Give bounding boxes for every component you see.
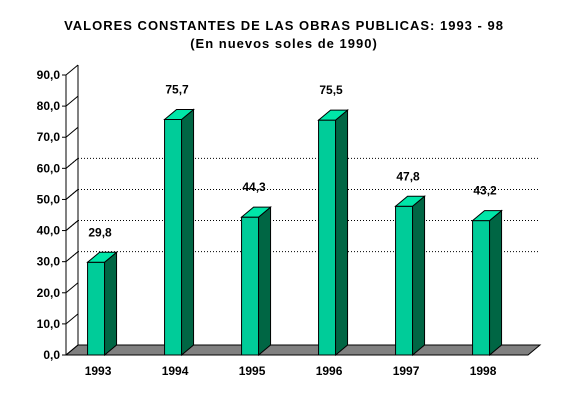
gridlines	[65, 65, 540, 345]
bar-top	[394, 195, 426, 207]
bar-side	[335, 109, 349, 357]
chart-title: VALORES CONSTANTES DE LAS OBRAS PUBLICAS…	[64, 18, 504, 33]
data-label: 75,7	[165, 82, 189, 96]
y-tick-diagonal	[65, 126, 79, 138]
bar-top	[317, 109, 349, 121]
bar-side	[181, 108, 195, 357]
x-tick-label: 1997	[393, 364, 420, 378]
floor	[64, 344, 542, 356]
y-tick-label: 70,0	[37, 130, 61, 144]
bar-1993	[86, 251, 118, 357]
bar-front	[318, 119, 337, 356]
x-tick-label: 1993	[85, 364, 112, 378]
y-tick-label: 90,0	[37, 68, 61, 82]
bar-front	[472, 220, 491, 356]
bar-1998	[471, 209, 503, 357]
data-label: 44,3	[242, 180, 266, 194]
y-tick-label: 30,0	[37, 255, 61, 269]
y-tick-diagonal	[65, 220, 79, 231]
x-tick-label: 1995	[239, 364, 266, 378]
data-label: 75,5	[319, 83, 343, 97]
y-tick-diagonal	[65, 344, 79, 356]
y-tick-diagonal	[65, 64, 79, 76]
bar-top	[86, 251, 118, 263]
bar-side	[489, 209, 503, 357]
x-tick-label: 1996	[316, 364, 343, 378]
y-tick-label: 50,0	[37, 192, 61, 206]
bar-top	[163, 108, 195, 120]
y-tick-label: 60,0	[37, 161, 61, 175]
bar-side	[104, 251, 118, 357]
data-label: 43,2	[473, 184, 497, 198]
y-tick-label: 40,0	[37, 224, 61, 238]
bars	[86, 108, 503, 357]
bar-1997	[394, 195, 426, 357]
bar-front	[164, 118, 183, 356]
y-tick-label: 20,0	[37, 286, 61, 300]
chart-floor	[64, 344, 542, 356]
data-label: 47,8	[396, 169, 420, 183]
bar-1995	[240, 206, 272, 357]
x-axis-ticks: 1993 1994 1995 1996 1997 1998	[85, 364, 497, 378]
bar-side	[412, 195, 426, 357]
x-tick-label: 1998	[470, 364, 497, 378]
y-tick-diagonal	[65, 189, 79, 200]
data-labels: 29,8 75,7 44,3 75,5 47,8 43,2	[88, 82, 497, 239]
bar-front	[87, 261, 106, 356]
y-tick-label: 80,0	[37, 99, 61, 113]
y-axis: 0,0 10,0 20,0 30,0 40,0 50,0 60,0 70,0 80,0 90,0	[37, 64, 79, 362]
data-label: 29,8	[88, 225, 112, 239]
y-tick-diagonal	[65, 282, 79, 294]
y-tick-label: 0,0	[43, 348, 60, 362]
y-tick-diagonal	[65, 157, 79, 169]
y-tick-label: 10,0	[37, 317, 61, 331]
bar-front	[395, 205, 414, 356]
bar-1994	[163, 108, 195, 357]
bar-1996	[317, 109, 349, 357]
bar-side	[258, 206, 272, 357]
y-tick-diagonal	[65, 95, 79, 107]
bar-top	[240, 206, 272, 218]
y-tick-diagonal	[65, 251, 79, 263]
x-tick-label: 1994	[162, 364, 189, 378]
chart-subtitle: (En nuevos soles de 1990)	[190, 36, 378, 51]
bar-front	[241, 216, 260, 356]
bar-top	[471, 210, 503, 222]
y-tick-diagonal	[65, 313, 79, 325]
